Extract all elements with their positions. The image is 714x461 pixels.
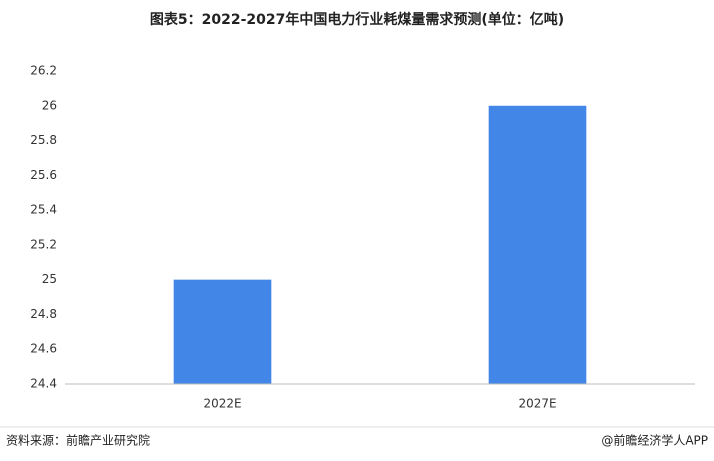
credit: @前瞻经济学人APP: [601, 433, 708, 448]
bar: [488, 105, 587, 385]
y-tick-label: 24.4: [30, 377, 57, 391]
y-tick-label: 25.8: [30, 133, 57, 147]
y-tick-label: 25.2: [30, 237, 57, 251]
y-tick-label: 26: [42, 98, 57, 112]
bar: [173, 279, 272, 384]
y-tick-label: 26.2: [30, 64, 57, 78]
chart-title: 图表5：2022-2027年中国电力行业耗煤量需求预测(单位：亿吨): [150, 11, 564, 28]
y-tick-label: 25.4: [30, 203, 57, 217]
y-tick-label: 24.6: [30, 342, 57, 356]
y-tick-label: 25: [42, 272, 57, 286]
y-tick-label: 25.6: [30, 168, 57, 182]
x-tick-label: 2022E: [203, 397, 241, 411]
source: 资料来源：前瞻产业研究院: [6, 433, 150, 448]
x-tick-label: 2027E: [518, 397, 556, 411]
y-tick-label: 24.8: [30, 307, 57, 321]
